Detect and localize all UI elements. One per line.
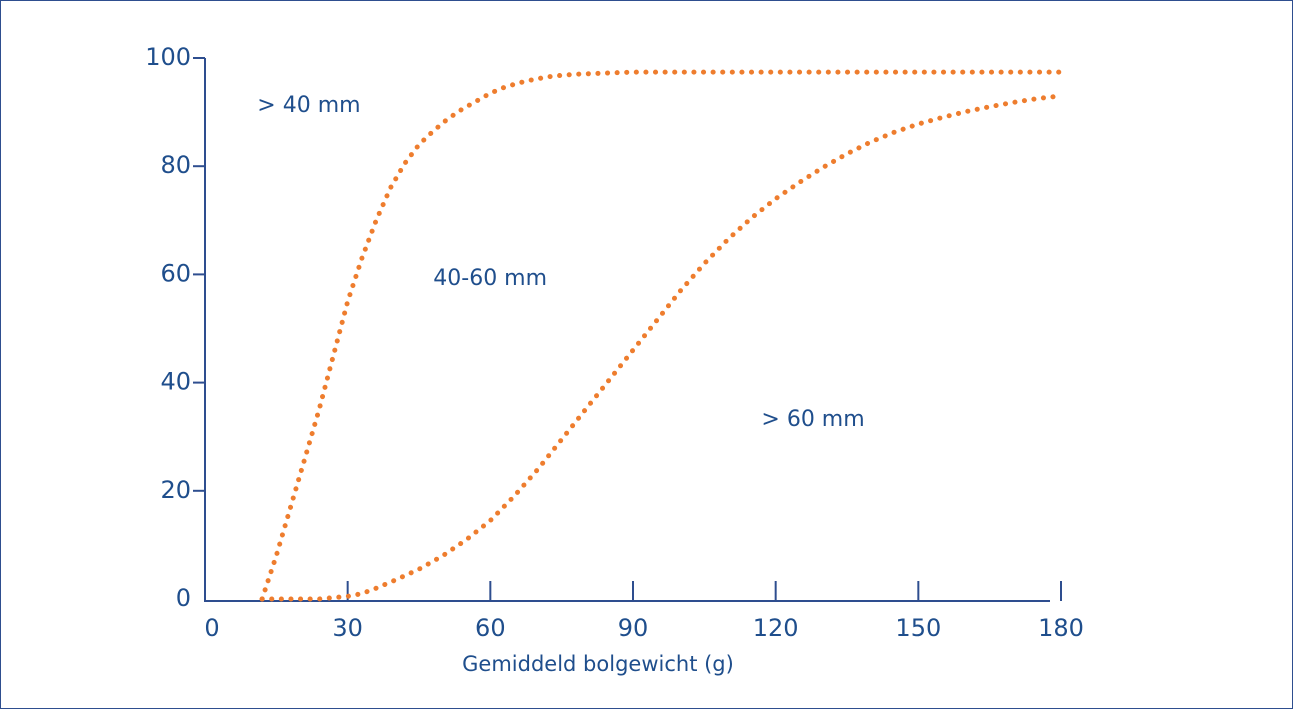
x-tick-label: 120 xyxy=(753,614,799,642)
y-tick-label: 40 xyxy=(160,368,191,396)
y-tick-label: 100 xyxy=(145,43,191,71)
region-label-2: 40-60 mm xyxy=(433,266,547,291)
x-tick-label: 90 xyxy=(618,614,649,642)
x-axis-title: Gemiddeld bolgewicht (g) xyxy=(462,652,734,676)
x-tick-label: 150 xyxy=(895,614,941,642)
region-label-1: > 40 mm xyxy=(257,93,360,118)
x-tick-label: 180 xyxy=(1038,614,1084,642)
annotations-group: > 40 mm 40-60 mm > 60 mm xyxy=(257,93,864,432)
y-tick-label: 80 xyxy=(160,151,191,179)
y-tick-label: 60 xyxy=(160,259,191,287)
series-group xyxy=(259,69,1064,602)
y-tick-label: 20 xyxy=(160,476,191,504)
x-ticks: 0 30 60 90 120 150 180 xyxy=(204,581,1084,642)
region-label-3: > 60 mm xyxy=(761,407,864,432)
y-ticks: 0 20 40 60 80 100 xyxy=(145,43,205,612)
series-line-2 xyxy=(259,93,1064,602)
series-line-1 xyxy=(259,69,1064,602)
x-tick-label: 30 xyxy=(332,614,363,642)
x-tick-label: 0 xyxy=(204,614,219,642)
y-tick-label: 0 xyxy=(176,584,191,612)
x-tick-label: 60 xyxy=(475,614,506,642)
